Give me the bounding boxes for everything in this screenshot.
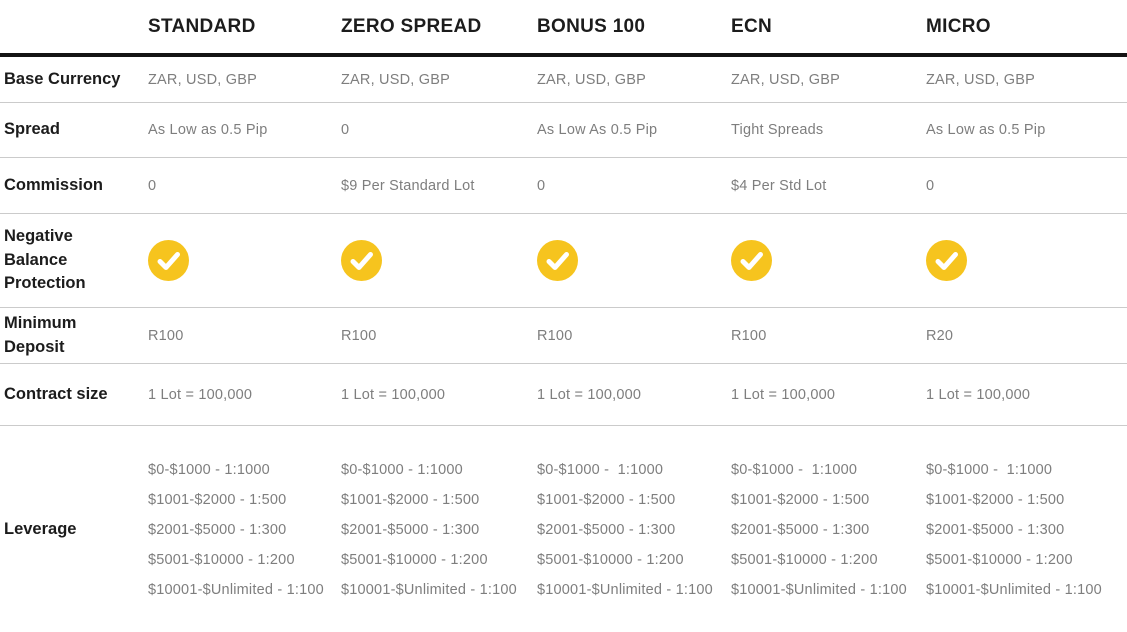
spread-micro: As Low as 0.5 Pip [926, 122, 1046, 138]
table-row-leverage: Leverage $0-$1000 - 1:1000 $1001-$2000 -… [0, 426, 1127, 632]
leverage-tier: $1001-$2000 - 1:500 [926, 491, 1065, 508]
row-label-leverage: Leverage [4, 519, 77, 538]
nbp-bonus-100-cell [537, 240, 731, 281]
nbp-ecn-cell [731, 240, 926, 281]
row-label-base-currency: Base Currency [4, 69, 121, 88]
leverage-tier: $5001-$10000 - 1:200 [926, 551, 1073, 568]
check-icon [148, 240, 189, 281]
column-header-ecn: ECN [731, 15, 773, 37]
leverage-tier: $2001-$5000 - 1:300 [926, 521, 1065, 538]
leverage-tier: $10001-$Unlimited - 1:100 [926, 581, 1102, 598]
leverage-tier: $2001-$5000 - 1:300 [537, 521, 676, 538]
minimum-deposit-bonus-100: R100 [537, 327, 573, 344]
leverage-bonus-100-cell: $0-$1000 - 1:1000 $1001-$2000 - 1:500 $2… [537, 455, 731, 605]
check-icon [926, 240, 967, 281]
check-icon [731, 240, 772, 281]
contract-size-zero-spread: 1 Lot = 100,000 [341, 386, 446, 403]
leverage-tier: $0-$1000 - 1:1000 [926, 461, 1053, 478]
leverage-tier: $1001-$2000 - 1:500 [731, 491, 870, 508]
nbp-standard-cell [148, 240, 341, 281]
base-currency-standard: ZAR, USD, GBP [148, 71, 257, 88]
check-icon [537, 240, 578, 281]
check-icon [341, 240, 382, 281]
leverage-tier: $5001-$10000 - 1:200 [341, 551, 488, 568]
column-header-micro: MICRO [926, 15, 991, 37]
table-row-base-currency: Base Currency ZAR, USD, GBP ZAR, USD, GB… [0, 57, 1127, 103]
row-label-minimum-deposit: Minimum Deposit [4, 313, 77, 356]
row-label-contract-size: Contract size [4, 384, 108, 403]
table-row-contract-size: Contract size 1 Lot = 100,000 1 Lot = 10… [0, 364, 1127, 426]
column-header-bonus-100: BONUS 100 [537, 15, 646, 37]
leverage-tier: $1001-$2000 - 1:500 [148, 491, 287, 508]
column-header-standard: STANDARD [148, 15, 256, 37]
minimum-deposit-ecn: R100 [731, 327, 767, 344]
leverage-tier: $1001-$2000 - 1:500 [341, 491, 480, 508]
spread-bonus-100: As Low As 0.5 Pip [537, 122, 658, 138]
contract-size-bonus-100: 1 Lot = 100,000 [537, 386, 642, 403]
leverage-tier: $0-$1000 - 1:1000 [341, 461, 463, 478]
table-row-negative-balance-protection: Negative Balance Protection [0, 214, 1127, 308]
table-header-row: STANDARD ZERO SPREAD BONUS 100 ECN MICRO [0, 0, 1127, 57]
commission-ecn: $4 Per Std Lot [731, 177, 827, 194]
contract-size-micro: 1 Lot = 100,000 [926, 386, 1031, 403]
column-header-zero-spread: ZERO SPREAD [341, 15, 482, 37]
leverage-tier: $2001-$5000 - 1:300 [341, 521, 480, 538]
leverage-tier: $0-$1000 - 1:1000 [148, 461, 270, 478]
contract-size-ecn: 1 Lot = 100,000 [731, 386, 836, 403]
leverage-tier: $0-$1000 - 1:1000 [731, 461, 858, 478]
row-label-commission: Commission [4, 175, 104, 194]
contract-size-standard: 1 Lot = 100,000 [148, 386, 253, 403]
table-row-minimum-deposit: Minimum Deposit R100 R100 R100 R100 R20 [0, 308, 1127, 364]
leverage-tier: $5001-$10000 - 1:200 [148, 551, 295, 568]
leverage-tier: $5001-$10000 - 1:200 [731, 551, 878, 568]
base-currency-bonus-100: ZAR, USD, GBP [537, 71, 646, 88]
base-currency-zero-spread: ZAR, USD, GBP [341, 71, 450, 88]
leverage-tier: $5001-$10000 - 1:200 [537, 551, 684, 568]
minimum-deposit-standard: R100 [148, 327, 184, 344]
leverage-tier: $0-$1000 - 1:1000 [537, 461, 664, 478]
leverage-micro-cell: $0-$1000 - 1:1000 $1001-$2000 - 1:500 $2… [926, 455, 1127, 605]
spread-standard: As Low as 0.5 Pip [148, 122, 268, 138]
nbp-micro-cell [926, 240, 1127, 281]
spread-zero-spread: 0 [341, 122, 350, 138]
base-currency-ecn: ZAR, USD, GBP [731, 71, 840, 88]
leverage-tier: $10001-$Unlimited - 1:100 [341, 581, 517, 598]
base-currency-micro: ZAR, USD, GBP [926, 71, 1035, 88]
leverage-tier: $10001-$Unlimited - 1:100 [731, 581, 907, 598]
table-row-spread: Spread As Low as 0.5 Pip 0 As Low As 0.5… [0, 103, 1127, 158]
minimum-deposit-zero-spread: R100 [341, 327, 377, 344]
commission-bonus-100: 0 [537, 177, 546, 194]
row-label-negative-balance-protection: Negative Balance Protection [4, 226, 86, 293]
leverage-ecn-cell: $0-$1000 - 1:1000 $1001-$2000 - 1:500 $2… [731, 455, 926, 605]
leverage-tier: $2001-$5000 - 1:300 [148, 521, 287, 538]
leverage-tier: $10001-$Unlimited - 1:100 [148, 581, 324, 598]
nbp-zero-spread-cell [341, 240, 537, 281]
row-label-spread: Spread [4, 120, 60, 139]
commission-micro: 0 [926, 177, 935, 194]
table-row-commission: Commission 0 $9 Per Standard Lot 0 $4 Pe… [0, 158, 1127, 214]
minimum-deposit-micro: R20 [926, 327, 954, 344]
leverage-tier: $2001-$5000 - 1:300 [731, 521, 870, 538]
leverage-tier: $10001-$Unlimited - 1:100 [537, 581, 713, 598]
leverage-zero-spread-cell: $0-$1000 - 1:1000 $1001-$2000 - 1:500 $2… [341, 455, 537, 605]
commission-zero-spread: $9 Per Standard Lot [341, 177, 475, 194]
leverage-standard-cell: $0-$1000 - 1:1000 $1001-$2000 - 1:500 $2… [148, 455, 341, 605]
spread-ecn: Tight Spreads [731, 122, 824, 138]
leverage-tier: $1001-$2000 - 1:500 [537, 491, 676, 508]
commission-standard: 0 [148, 177, 157, 194]
